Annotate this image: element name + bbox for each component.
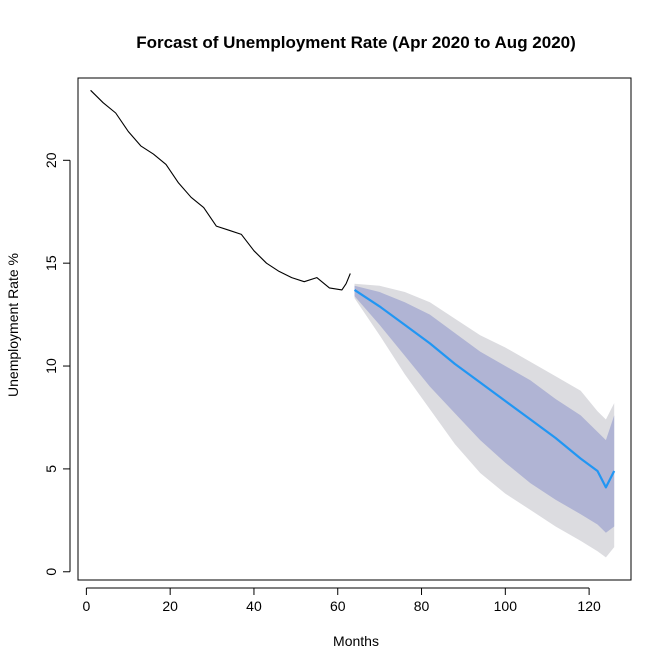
forecast-line <box>353 288 616 489</box>
band-80 <box>354 285 615 533</box>
plot-frame <box>77 77 632 581</box>
y-tick-label: 15 <box>43 255 59 271</box>
x-tick-label: 20 <box>162 598 178 614</box>
y-axis-label: Unemployment Rate % <box>5 253 21 397</box>
observed-line <box>90 89 351 291</box>
y-tick-label: 10 <box>43 358 59 374</box>
y-axis-ticks: 0 5 10 15 20 <box>43 152 70 576</box>
x-tick-label: 0 <box>82 598 90 614</box>
x-tick-label: 100 <box>494 598 518 614</box>
x-tick-label: 120 <box>577 598 601 614</box>
x-axis-label: Months <box>333 633 379 649</box>
y-tick-label: 0 <box>43 568 59 576</box>
x-tick-label: 80 <box>414 598 430 614</box>
chart-title: Forcast of Unemployment Rate (Apr 2020 t… <box>136 33 576 52</box>
y-tick-label: 5 <box>43 465 59 473</box>
x-tick-label: 40 <box>246 598 262 614</box>
series-lines <box>90 89 616 489</box>
interval-bands <box>354 283 615 558</box>
y-tick-label: 20 <box>43 152 59 168</box>
x-axis-ticks: 0 20 40 60 80 100 120 <box>82 588 601 614</box>
x-tick-label: 60 <box>330 598 346 614</box>
